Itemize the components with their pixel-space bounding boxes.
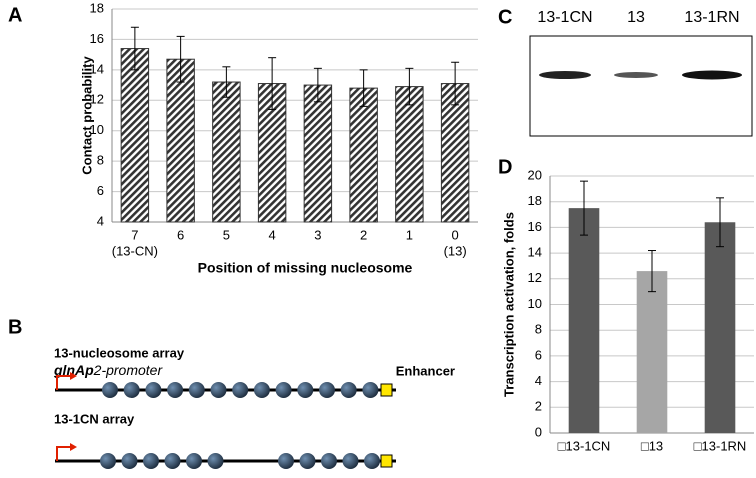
y-tick-label: 10	[528, 296, 542, 311]
y-tick-label: 16	[528, 219, 542, 234]
enhancer	[380, 383, 393, 397]
nucleosome	[102, 382, 118, 398]
y-tick-label: 8	[97, 153, 104, 168]
panel-label: B	[8, 316, 22, 338]
nucleosome	[364, 453, 380, 469]
nucleosome	[340, 382, 357, 398]
nucleosome	[321, 453, 337, 469]
y-tick-label: 6	[97, 183, 104, 198]
nucleosome	[186, 453, 202, 469]
y-tick-label: 12	[528, 270, 542, 285]
y-tick-label: 10	[90, 122, 104, 137]
promoter-arrow	[56, 446, 72, 461]
x-tick-label: □13-1RN	[694, 438, 747, 453]
nucleosome	[121, 453, 138, 469]
nucleosome	[100, 453, 116, 469]
nucleosome	[278, 453, 294, 469]
gel: 13-1CN 13 13-1RN	[529, 9, 753, 137]
enhancer	[380, 454, 393, 468]
x-tick-label: □13-1CN	[558, 438, 611, 453]
nucleosome	[188, 382, 205, 398]
nucleosome	[123, 382, 140, 398]
x-tick-label: 6	[177, 227, 184, 242]
panel-label: A	[8, 4, 22, 26]
nucleosome	[275, 382, 292, 398]
x-tick-sublabel: (13-CN)	[112, 243, 158, 258]
panel-label: C	[498, 6, 512, 28]
y-tick-label: 12	[90, 92, 104, 107]
nucleosome	[145, 382, 162, 398]
x-axis-label: Position of missing nucleosome	[198, 260, 413, 276]
nucleosome	[232, 382, 249, 398]
nucleosome	[253, 382, 270, 398]
diagram: 13-nucleosome array glnAp2-promoter Enha…	[53, 345, 455, 469]
y-tick-label: 8	[535, 322, 542, 337]
gel-band	[682, 70, 742, 80]
nucleosome	[362, 382, 379, 398]
x-tick-label: 7	[131, 227, 138, 242]
x-tick-label: 3	[314, 227, 321, 242]
bar	[303, 84, 333, 223]
gel-band	[539, 71, 591, 79]
y-axis-label: Transcription activation, folds	[501, 212, 516, 397]
nucleosome	[143, 453, 159, 469]
nucleosome	[319, 382, 335, 398]
gel-band	[614, 72, 658, 78]
bar	[568, 208, 600, 433]
y-tick-label: 0	[535, 424, 542, 439]
x-tick-sublabel: (13)	[444, 243, 467, 258]
y-tick-label: 2	[535, 399, 542, 414]
bar	[120, 48, 150, 223]
y-tick-label: 14	[90, 61, 104, 76]
nucleosome	[297, 382, 314, 398]
y-tick-label: 18	[90, 0, 104, 15]
nucleosome	[207, 453, 224, 469]
y-tick-label: 14	[528, 245, 542, 260]
array-label: 13-nucleosome array	[54, 345, 185, 360]
y-tick-label: 18	[528, 193, 542, 208]
nucleosome	[164, 453, 181, 469]
x-tick-label: 0	[452, 227, 459, 242]
enhancer-label: Enhancer	[396, 363, 455, 378]
panel-label: D	[498, 156, 512, 178]
lane-label: 13-1CN	[537, 9, 592, 26]
x-tick-label: 1	[406, 227, 413, 242]
arrow-head	[70, 372, 77, 380]
lane-label: 13	[627, 9, 645, 26]
y-tick-label: 20	[528, 167, 542, 182]
lane-label: 13-1RN	[684, 9, 739, 26]
bar	[636, 271, 668, 433]
y-tick-label: 4	[535, 373, 542, 388]
nucleosome	[342, 453, 359, 469]
promoter-label: glnAp2-promoter	[53, 362, 163, 378]
x-tick-label: □13	[641, 438, 663, 453]
bar	[212, 81, 241, 223]
nucleosome	[210, 382, 227, 398]
y-tick-label: 16	[90, 31, 104, 46]
x-tick-label: 2	[360, 227, 367, 242]
x-tick-label: 5	[223, 227, 230, 242]
bar	[349, 87, 378, 223]
nucleosome	[167, 382, 184, 398]
arrow-head	[70, 443, 77, 451]
y-tick-label: 6	[535, 347, 542, 362]
x-tick-label: 4	[269, 227, 276, 242]
array-label: 13-1CN array	[54, 411, 135, 426]
nucleosome	[299, 453, 316, 469]
bar	[395, 86, 424, 223]
y-tick-label: 4	[97, 213, 104, 228]
promoter-arrow	[56, 375, 72, 390]
bar	[166, 58, 195, 223]
y-axis-label: Contact probability	[79, 56, 94, 175]
bar	[704, 222, 736, 433]
